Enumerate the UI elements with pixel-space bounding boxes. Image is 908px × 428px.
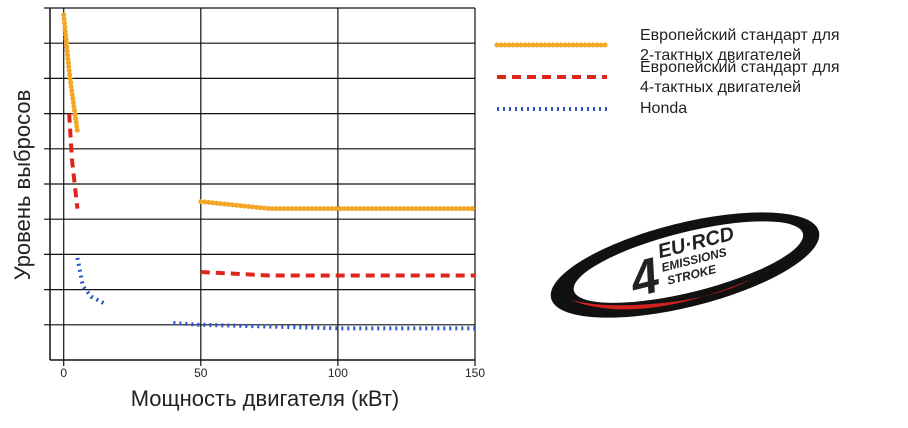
legend-label: Honda: [640, 100, 687, 117]
badge-inner: [573, 221, 804, 303]
x-tick-label: 50: [194, 366, 208, 380]
y-axis-label: Уровень выбросов: [10, 90, 35, 281]
series-line: [75, 257, 475, 331]
x-tick-label: 150: [465, 366, 485, 380]
x-tick-label: 100: [328, 366, 348, 380]
badge: 4 EU·RCD EMISSIONS STROKE: [550, 212, 820, 318]
series-line: [67, 113, 475, 278]
legend-label: Европейский стандарт для 4-тактных двигат…: [640, 59, 840, 96]
legend-label: Европейский стандарт для 2-тактных двигат…: [640, 27, 840, 64]
x-axis-label: Мощность двигателя (кВт): [131, 386, 400, 411]
series-line: [61, 12, 478, 212]
x-tick-label: 0: [60, 366, 67, 380]
badge-swoosh: [570, 279, 751, 310]
